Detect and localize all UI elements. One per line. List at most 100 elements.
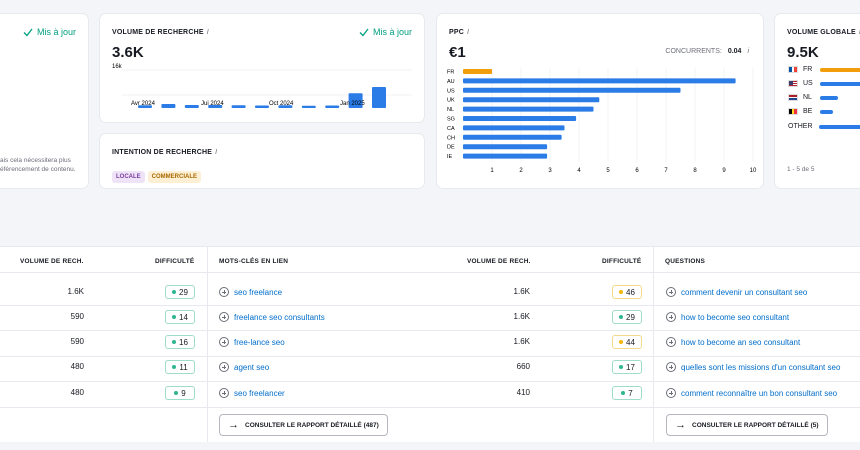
question-link[interactable]: how to become an seo consultant: [666, 337, 800, 347]
country-row[interactable]: BE: [788, 108, 812, 115]
info-icon[interactable]: i: [859, 29, 860, 36]
search-intent-title: Intention de recherche i: [112, 149, 218, 156]
trend-bar[interactable]: [184, 105, 199, 108]
ppc-bar[interactable]: [463, 78, 736, 84]
ppc-country-label: CA: [447, 126, 455, 132]
question-link[interactable]: comment devenir un consultant seo: [666, 287, 807, 297]
search-volume-card: Volume de recherche i Mis à jour 3.6K 16k…: [100, 14, 424, 122]
global-volume-title: Volume globalei: [787, 29, 860, 36]
question-link[interactable]: comment reconnaître un bon consultant se…: [666, 388, 837, 398]
ppc-bar[interactable]: [463, 106, 594, 112]
related-keyword-link[interactable]: agent seo: [219, 362, 269, 372]
trend-bar[interactable]: [348, 93, 363, 108]
related-keyword-link[interactable]: freelance seo consultants: [219, 312, 325, 322]
trend-bar[interactable]: [161, 104, 176, 108]
be-flag-icon: [788, 108, 798, 115]
search-intent-card: Intention de recherche i LOCALE COMMERCIAL…: [100, 134, 424, 188]
table1-header-volume[interactable]: Volume de rech.: [20, 258, 84, 265]
table2-difficulty-badge: 46: [612, 285, 642, 299]
intent-tag-commercial: COMMERCIALE: [147, 171, 202, 183]
country-volume-bar: [820, 96, 838, 100]
ppc-bar[interactable]: [463, 97, 600, 103]
ppc-bar[interactable]: [463, 134, 562, 140]
check-icon: [359, 28, 369, 37]
ppc-bar[interactable]: [463, 116, 577, 121]
table2-volume-cell: 410: [516, 388, 530, 397]
country-row[interactable]: OTHER: [788, 123, 813, 130]
info-icon[interactable]: i: [467, 29, 470, 36]
add-circle-icon[interactable]: [666, 312, 676, 322]
row-divider: [0, 356, 860, 357]
info-icon[interactable]: i: [215, 149, 218, 156]
ppc-x-tick: 9: [722, 168, 726, 174]
trend-x-tick: Oct 2024: [269, 101, 294, 107]
question-link[interactable]: quelles sont les missions d'un consultan…: [666, 362, 840, 372]
add-circle-icon[interactable]: [219, 287, 229, 297]
add-circle-icon[interactable]: [666, 287, 676, 297]
ppc-bar[interactable]: [463, 144, 548, 150]
intent-tag-local: LOCALE: [112, 171, 145, 183]
ppc-title: PPC i: [449, 29, 470, 36]
country-row[interactable]: NL: [788, 94, 812, 101]
info-icon[interactable]: i: [747, 48, 749, 55]
fr-flag-icon: [788, 66, 798, 73]
country-row[interactable]: FR: [788, 66, 812, 73]
table1-header-difficulty[interactable]: Difficulté: [155, 258, 195, 265]
add-circle-icon[interactable]: [219, 362, 229, 372]
row-divider: [0, 381, 860, 382]
add-circle-icon[interactable]: [666, 362, 676, 372]
related-keyword-link[interactable]: seo freelancer: [219, 388, 285, 398]
trend-x-tick: Jan 2025: [340, 101, 365, 107]
check-icon: [23, 28, 33, 37]
ppc-country-label: DE: [447, 145, 455, 151]
table2-volume-cell: 1.6K: [513, 337, 530, 346]
table2-header-keywords[interactable]: Mots-clés en lien: [219, 258, 289, 265]
table2-header-volume[interactable]: Volume de rech.: [467, 258, 531, 265]
trend-bar[interactable]: [301, 105, 316, 108]
add-circle-icon[interactable]: [666, 388, 676, 398]
trend-bar[interactable]: [255, 105, 269, 108]
question-link[interactable]: how to become seo consultant: [666, 312, 789, 322]
country-volume-bar: [820, 82, 860, 86]
table3-detailed-report-button[interactable]: → Consulter le rapport détaillé (5): [666, 414, 828, 436]
ppc-bar[interactable]: [463, 125, 565, 131]
ppc-country-chart[interactable]: FR AU US UK NL SG CA CH DE IE 1 2 3 4 5 6 7 8 9 10: [437, 14, 763, 188]
global-volume-pagination: 1 - 5 de 5: [787, 166, 815, 173]
info-icon[interactable]: i: [206, 29, 209, 36]
ppc-bar[interactable]: [463, 87, 681, 93]
country-row[interactable]: US: [788, 80, 813, 87]
search-volume-value: 3.6K: [112, 44, 144, 61]
difficulty-dot-icon: [174, 391, 179, 395]
ppc-bar[interactable]: [463, 153, 548, 159]
related-keyword-link[interactable]: seo freelance: [219, 287, 282, 297]
table1-volume-cell: 1.6K: [67, 287, 84, 296]
add-circle-icon[interactable]: [666, 337, 676, 347]
table2-difficulty-badge: 29: [612, 310, 642, 324]
difficulty-dot-icon: [172, 315, 177, 319]
trend-bar[interactable]: [372, 87, 386, 108]
ppc-country-label: SG: [447, 117, 455, 123]
trend-bar[interactable]: [231, 105, 246, 108]
ppc-country-label: AU: [447, 79, 455, 85]
table2-header-difficulty[interactable]: Difficulté: [602, 258, 642, 265]
ppc-country-label: UK: [447, 98, 455, 104]
search-volume-trend-chart[interactable]: 16k Avr 2024 Jui 2024 Oct 2024 Jan 2025: [100, 14, 424, 122]
country-code: OTHER: [788, 123, 813, 130]
add-circle-icon[interactable]: [219, 388, 229, 398]
country-volume-bar: [820, 68, 860, 72]
ppc-x-tick: 8: [693, 168, 697, 174]
row-divider: [0, 407, 860, 408]
trend-bar[interactable]: [325, 105, 340, 108]
add-circle-icon[interactable]: [219, 312, 229, 322]
ppc-bar[interactable]: [463, 69, 492, 74]
table2-detailed-report-button[interactable]: → Consulter le rapport détaillé (487): [219, 414, 388, 436]
related-keyword-link[interactable]: free-lance seo: [219, 337, 285, 347]
trend-bar[interactable]: [138, 105, 152, 108]
ppc-country-label: FR: [447, 70, 454, 76]
add-circle-icon[interactable]: [219, 337, 229, 347]
keyword-difficulty-card: Mis à jour ais cela nécessitera plus éfé…: [0, 14, 88, 188]
row-divider: [0, 330, 860, 331]
trend-bar[interactable]: [278, 105, 293, 108]
table2-difficulty-badge: 17: [612, 360, 642, 374]
trend-bar[interactable]: [208, 105, 223, 108]
